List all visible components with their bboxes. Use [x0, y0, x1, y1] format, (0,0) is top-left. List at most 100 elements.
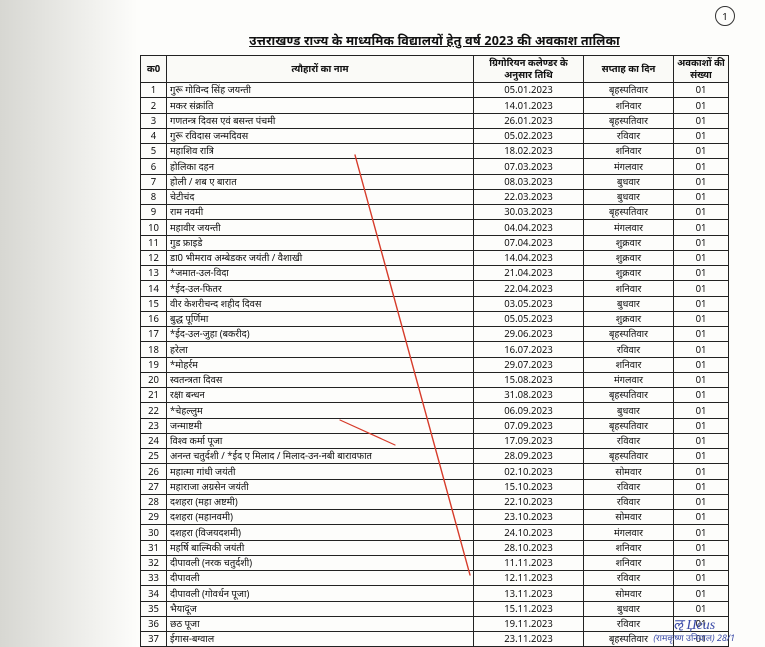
table-row: 30दशहरा (विजयदशमी)24.10.2023मंगलवार01 — [141, 525, 729, 540]
cell-day: शनिवार — [584, 555, 674, 570]
cell-count: 01 — [674, 266, 729, 281]
cell-sn: 32 — [141, 555, 167, 570]
holiday-table: क0 त्यौहारों का नाम ग्रिगोरियन कलेण्डर क… — [140, 55, 729, 647]
cell-day: मंगलवार — [584, 159, 674, 174]
cell-name: हरेला — [167, 342, 474, 357]
document-title: उत्तराखण्ड राज्य के माध्यमिक विद्यालयों … — [140, 32, 729, 49]
signature-date: 28/1 — [717, 631, 735, 644]
cell-day: बृहस्पतिवार — [584, 449, 674, 464]
table-row: 20स्वतन्त्रता दिवस15.08.2023मंगलवार01 — [141, 372, 729, 387]
cell-count: 01 — [674, 586, 729, 601]
cell-day: रविवार — [584, 342, 674, 357]
cell-day: बुधवार — [584, 601, 674, 616]
cell-name: गुड फ्राइडे — [167, 235, 474, 250]
cell-count: 01 — [674, 525, 729, 540]
cell-day: शुक्रवार — [584, 266, 674, 281]
cell-date: 31.08.2023 — [474, 388, 584, 403]
cell-count: 01 — [674, 403, 729, 418]
cell-name: डा0 भीमराव अम्बेडकर जयंती / वैशाखी — [167, 250, 474, 265]
col-name: त्यौहारों का नाम — [167, 56, 474, 83]
cell-name: विश्व कर्मा पूजा — [167, 433, 474, 448]
cell-date: 04.04.2023 — [474, 220, 584, 235]
cell-count: 01 — [674, 220, 729, 235]
cell-name: महर्षि बाल्मिकी जयंती — [167, 540, 474, 555]
cell-date: 06.09.2023 — [474, 403, 584, 418]
cell-name: अनन्त चतुर्दशी / *ईद ए मिलाद / मिलाद-उन-… — [167, 449, 474, 464]
table-row: 17*ईद-उल-जुहा (बकरीद)29.06.2023बृहस्पतिव… — [141, 327, 729, 342]
cell-sn: 5 — [141, 144, 167, 159]
cell-sn: 20 — [141, 372, 167, 387]
table-row: 12डा0 भीमराव अम्बेडकर जयंती / वैशाखी14.0… — [141, 250, 729, 265]
cell-count: 01 — [674, 464, 729, 479]
cell-date: 23.11.2023 — [474, 632, 584, 647]
table-row: 34दीपावली (गोवर्धन पूजा)13.11.2023सोमवार… — [141, 586, 729, 601]
cell-date: 23.10.2023 — [474, 510, 584, 525]
table-row: 6होलिका दहन07.03.2023मंगलवार01 — [141, 159, 729, 174]
cell-sn: 6 — [141, 159, 167, 174]
cell-date: 05.05.2023 — [474, 311, 584, 326]
table-row: 5महाशिव रात्रि18.02.2023शनिवार01 — [141, 144, 729, 159]
cell-name: होलिका दहन — [167, 159, 474, 174]
cell-name: दशहरा (महा अष्टमी) — [167, 494, 474, 509]
cell-count: 01 — [674, 357, 729, 372]
table-row: 27महाराजा अग्रसेन जयंती15.10.2023रविवार0… — [141, 479, 729, 494]
cell-day: शुक्रवार — [584, 311, 674, 326]
cell-sn: 9 — [141, 205, 167, 220]
cell-sn: 22 — [141, 403, 167, 418]
table-row: 24विश्व कर्मा पूजा17.09.2023रविवार01 — [141, 433, 729, 448]
table-row: 22*चेहल्लुम06.09.2023बुधवार01 — [141, 403, 729, 418]
cell-sn: 23 — [141, 418, 167, 433]
cell-sn: 11 — [141, 235, 167, 250]
cell-name: मकर संक्रांति — [167, 98, 474, 113]
cell-date: 15.10.2023 — [474, 479, 584, 494]
cell-day: सोमवार — [584, 586, 674, 601]
table-row: 19*मोहर्रम29.07.2023शनिवार01 — [141, 357, 729, 372]
table-row: 15वीर केशरीचन्द शहीद दिवस03.05.2023बुधवा… — [141, 296, 729, 311]
table-row: 16बुद्ध पूर्णिमा05.05.2023शुक्रवार01 — [141, 311, 729, 326]
cell-count: 01 — [674, 128, 729, 143]
cell-name: *मोहर्रम — [167, 357, 474, 372]
table-row: 28दशहरा (महा अष्टमी)22.10.2023रविवार01 — [141, 494, 729, 509]
cell-date: 07.04.2023 — [474, 235, 584, 250]
cell-count: 01 — [674, 205, 729, 220]
cell-date: 29.06.2023 — [474, 327, 584, 342]
cell-count: 01 — [674, 510, 729, 525]
cell-count: 01 — [674, 281, 729, 296]
cell-sn: 26 — [141, 464, 167, 479]
cell-day: बृहस्पतिवार — [584, 205, 674, 220]
cell-name: दीपावली — [167, 571, 474, 586]
table-row: 9राम नवमी30.03.2023बृहस्पतिवार01 — [141, 205, 729, 220]
cell-sn: 10 — [141, 220, 167, 235]
cell-name: गुरू गोविन्द सिंह जयन्ती — [167, 83, 474, 98]
signature-name: (रामकृष्ण उनियाल) — [653, 631, 714, 644]
cell-day: बुधवार — [584, 403, 674, 418]
cell-day: सोमवार — [584, 510, 674, 525]
cell-name: ईगास-बग्वाल — [167, 632, 474, 647]
table-row: 4गुरू रविदास जन्मदिवस05.02.2023रविवार01 — [141, 128, 729, 143]
signature-block: ऌ Џeus (रामकृष्ण उनियाल) 28/1 — [653, 618, 735, 643]
table-row: 18हरेला16.07.2023रविवार01 — [141, 342, 729, 357]
cell-sn: 7 — [141, 174, 167, 189]
cell-sn: 25 — [141, 449, 167, 464]
table-row: 33दीपावली12.11.2023रविवार01 — [141, 571, 729, 586]
cell-count: 01 — [674, 479, 729, 494]
cell-sn: 1 — [141, 83, 167, 98]
cell-day: रविवार — [584, 479, 674, 494]
cell-sn: 21 — [141, 388, 167, 403]
cell-sn: 8 — [141, 189, 167, 204]
cell-date: 26.01.2023 — [474, 113, 584, 128]
table-row: 26महात्मा गांधी जयंती02.10.2023सोमवार01 — [141, 464, 729, 479]
cell-name: दीपावली (गोवर्धन पूजा) — [167, 586, 474, 601]
cell-sn: 33 — [141, 571, 167, 586]
cell-name: चेटीचंद — [167, 189, 474, 204]
cell-day: बुधवार — [584, 174, 674, 189]
cell-count: 01 — [674, 159, 729, 174]
cell-sn: 30 — [141, 525, 167, 540]
cell-sn: 29 — [141, 510, 167, 525]
cell-count: 01 — [674, 98, 729, 113]
cell-name: महात्मा गांधी जयंती — [167, 464, 474, 479]
cell-day: शनिवार — [584, 357, 674, 372]
cell-day: बुधवार — [584, 189, 674, 204]
table-row: 14*ईद-उल-फितर22.04.2023शनिवार01 — [141, 281, 729, 296]
cell-name: वीर केशरीचन्द शहीद दिवस — [167, 296, 474, 311]
